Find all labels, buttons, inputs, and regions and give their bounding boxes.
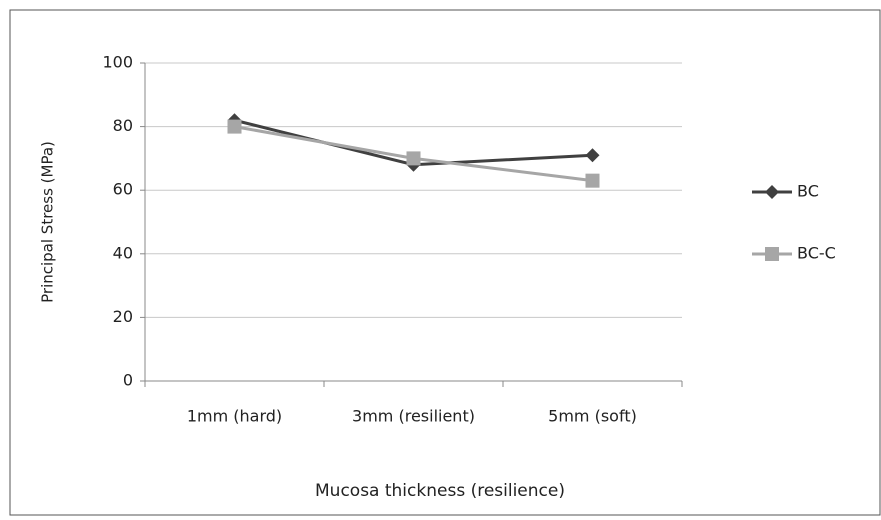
y-tick-label: 80 xyxy=(113,116,133,135)
x-tick-label: 3mm (resilient) xyxy=(352,407,475,426)
data-point xyxy=(227,119,242,134)
y-tick-label: 60 xyxy=(113,180,133,199)
y-axis-title: Principal Stress (MPa) xyxy=(39,141,57,303)
legend-marker xyxy=(765,247,779,261)
y-tick-label: 20 xyxy=(113,307,133,326)
y-tick-label: 0 xyxy=(123,371,133,390)
data-point xyxy=(406,151,421,166)
data-point xyxy=(585,148,600,163)
legend-label: BC xyxy=(797,182,819,201)
x-tick-label: 5mm (soft) xyxy=(548,407,637,426)
legend-marker xyxy=(765,185,779,199)
y-tick-label: 100 xyxy=(102,53,133,72)
chart-frame xyxy=(9,9,881,516)
y-tick-label: 40 xyxy=(113,243,133,262)
x-axis-title: Mucosa thickness (resilience) xyxy=(315,481,565,501)
data-point xyxy=(585,173,600,188)
x-tick-label: 1mm (hard) xyxy=(187,407,282,426)
legend-label: BC-C xyxy=(797,244,836,263)
